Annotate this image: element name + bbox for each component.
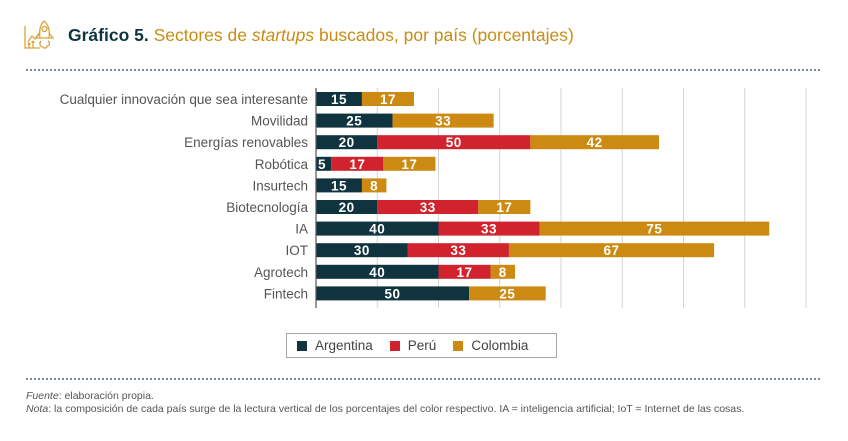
bar-colombia [392,113,494,128]
bar-argentina [316,286,470,301]
bar-colombia [361,178,387,193]
value-label: 20 [339,135,355,150]
legend-item-colombia: Colombia [453,338,528,353]
bar-peru [377,135,531,150]
bar-argentina [316,243,408,258]
top-divider [26,69,820,71]
title-italic: startups [251,24,315,45]
legend-label: Argentina [315,338,373,353]
value-label: 17 [380,92,396,107]
bar-colombia [478,200,531,214]
category-label: IA [295,222,308,237]
note-line: Nota: la composición de cada país surge … [26,403,745,415]
rocket-growth-icon [24,20,55,49]
title-part1: Sectores de [153,24,252,45]
bar-argentina [316,200,378,214]
legend-label: Perú [407,338,437,353]
bar-argentina [316,113,393,128]
category-label: IOT [286,243,309,258]
bar-colombia [490,264,516,279]
bottom-divider [26,378,820,380]
value-label: 17 [401,157,417,172]
category-label: Fintech [264,286,308,301]
value-label: 33 [481,222,497,237]
value-label: 25 [499,286,515,301]
bar-peru [438,264,491,279]
value-label: 17 [496,200,512,215]
legend-item-argentina: Argentina [297,338,373,353]
bar-colombia [530,135,659,150]
value-label: 30 [354,243,370,258]
legend-swatch-peru [389,340,400,351]
value-label: 40 [369,265,385,280]
legend: Argentina Perú Colombia [286,333,557,358]
category-label: Movilidad [251,114,308,129]
legend-swatch-colombia [453,340,464,351]
figure-number: Gráfico 5. [68,24,149,45]
value-label: 67 [604,243,620,258]
bar-peru [407,243,509,258]
value-label: 15 [331,92,347,107]
bar-argentina [316,178,362,193]
chart-header: Gráfico 5. Sectores de startups buscados… [22,18,574,52]
chart-notes: Fuente: elaboración propia. Nota: la com… [26,390,826,416]
bar-colombia [469,286,546,301]
value-label: 25 [346,114,362,129]
value-label: 17 [349,157,365,172]
bar-colombia [508,243,715,258]
category-label: Biotecnología [226,200,308,215]
value-label: 50 [446,135,462,150]
bar-peru [331,156,384,171]
bar-colombia [539,221,770,236]
category-label: Robótica [255,157,309,172]
legend-item-peru: Perú [389,338,437,353]
bar-argentina [316,135,378,150]
bar-colombia [361,92,414,106]
category-label: Agrotech [254,265,308,280]
legend-swatch-argentina [297,340,307,351]
value-label: 33 [450,243,466,258]
chart-title: Gráfico 5. Sectores de startups buscados… [68,25,574,46]
legend-label: Colombia [471,338,529,353]
bar-colombia [383,156,436,171]
value-label: 20 [339,200,355,215]
value-label: 75 [646,222,662,237]
value-label: 42 [587,135,603,150]
category-label: Insurtech [252,178,308,193]
bar-argentina [316,156,332,171]
value-label: 5 [318,157,326,172]
category-label: Cualquier innovación que sea interesante [60,92,308,107]
value-label: 15 [331,178,347,193]
bar-argentina [316,264,439,279]
value-label: 8 [370,178,378,193]
bar-peru [377,200,479,214]
value-label: 33 [420,200,436,215]
bar-argentina [316,92,362,106]
value-label: 33 [435,114,451,129]
value-label: 50 [385,286,401,301]
value-label: 17 [457,265,473,280]
category-labels: Cualquier innovación que sea interesante… [60,92,309,301]
value-label: 8 [499,265,507,280]
title-part2: buscados, por país (porcentajes) [314,24,574,45]
category-label: Energías renovables [184,135,308,150]
bar-argentina [316,221,439,236]
source-line: Fuente: elaboración propia. [26,390,154,402]
bar-peru [438,221,540,236]
value-label: 40 [369,222,385,237]
